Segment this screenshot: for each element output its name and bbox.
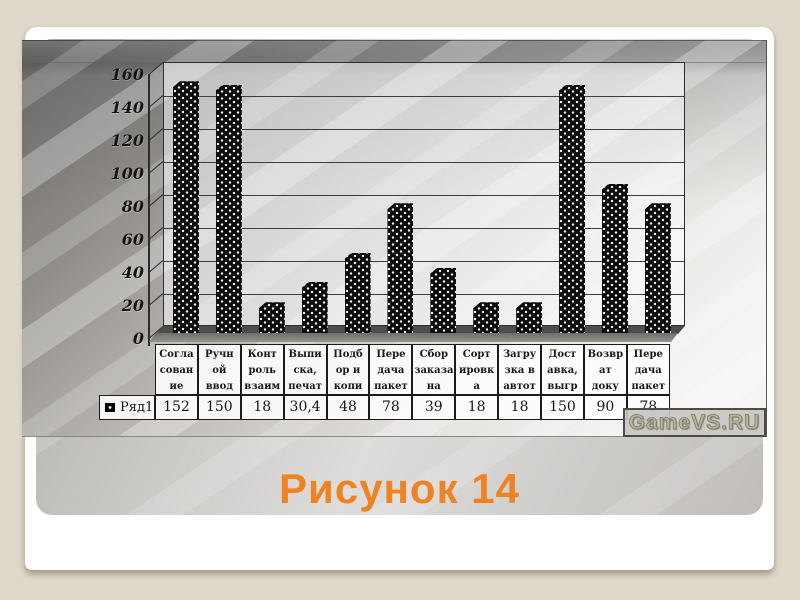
y-tick-label: 20 [121, 296, 144, 315]
value-cell: 150 [197, 395, 241, 420]
bar [602, 184, 628, 341]
category-header-cell: Конт роль взаим [240, 344, 284, 395]
chart-image: 0 20 40 60 80 100 120 140 160 Согла сован ие Ручн… [22, 40, 767, 437]
category-header-cell: Выпи ска, печат [283, 344, 327, 395]
bar [430, 268, 456, 340]
value-cell: 39 [412, 395, 456, 420]
legend-cell: Ряд1 [99, 395, 155, 420]
axis-tick-connector [148, 127, 164, 141]
value-cell: 18 [240, 395, 284, 420]
y-tick-label: 40 [121, 263, 144, 282]
category-header-cell: Пере дача пакет [369, 344, 413, 395]
y-tick-label: 100 [110, 164, 144, 183]
value-cell: 152 [155, 395, 198, 420]
y-tick-label: 120 [110, 131, 144, 150]
category-header-cell: Сбор заказа на [412, 344, 456, 395]
chart-floor-top [149, 326, 685, 334]
category-header-cell: Сорт ировк а [455, 344, 499, 395]
axis-tick-connector [148, 160, 164, 174]
grid-line [164, 261, 684, 263]
y-tick-label: 140 [110, 98, 144, 117]
axis-tick-connector [148, 226, 164, 240]
y-tick-label: 160 [110, 65, 144, 84]
chart-floor-front [149, 333, 678, 342]
value-cell: 18 [455, 395, 499, 420]
value-cell: 18 [498, 395, 542, 420]
bar [345, 253, 371, 340]
category-header-cell: Возвр ат доку [583, 344, 627, 395]
value-cell: 90 [583, 395, 627, 420]
figure-caption: Рисунок 14 [279, 465, 520, 512]
grid-line [164, 162, 684, 164]
value-cell: 30,4 [283, 395, 327, 420]
axis-tick-connector [148, 259, 164, 273]
category-header-cell: Ручн ой ввод [197, 344, 241, 395]
bar [173, 81, 199, 340]
grid-line [164, 129, 684, 131]
category-header-cell: Пере дача пакет [626, 344, 670, 395]
axis-tick-connector [148, 61, 164, 75]
bar [559, 85, 585, 341]
category-header-cell: Согла сован ие [155, 344, 198, 395]
y-axis-line [148, 74, 150, 346]
category-header-cell: Подб ор и копи [326, 344, 370, 395]
table-corner-spacer [99, 344, 155, 395]
y-tick-label: 80 [121, 197, 144, 216]
axis-tick-connector [148, 292, 164, 306]
bar [216, 85, 242, 341]
value-cell: 78 [369, 395, 413, 420]
legend-marker-icon [105, 403, 115, 412]
axis-tick-connector [148, 94, 164, 108]
category-header-cell: Дост авка, выгр [541, 344, 584, 395]
grid-line [164, 195, 684, 197]
grid-line [164, 96, 684, 98]
y-tick-label: 60 [121, 230, 144, 249]
axis-tick-connector [148, 193, 164, 207]
data-table: Согла сован ие Ручн ой ввод Конт роль взаи… [99, 344, 670, 420]
grid-line [164, 228, 684, 230]
value-cell: 48 [326, 395, 370, 420]
bar [645, 203, 671, 340]
legend-series-label: Ряд1 [120, 400, 154, 415]
grid-line [164, 294, 684, 296]
value-cell: 150 [541, 395, 584, 420]
plot-area [163, 62, 685, 326]
bar [387, 203, 413, 340]
watermark-gamevs: GameVS.RU [623, 408, 766, 437]
bar [302, 282, 328, 340]
y-tick-label: 0 [132, 329, 144, 348]
chart-top-band [22, 40, 766, 63]
category-header-cell: Загру зка в автот [498, 344, 542, 395]
